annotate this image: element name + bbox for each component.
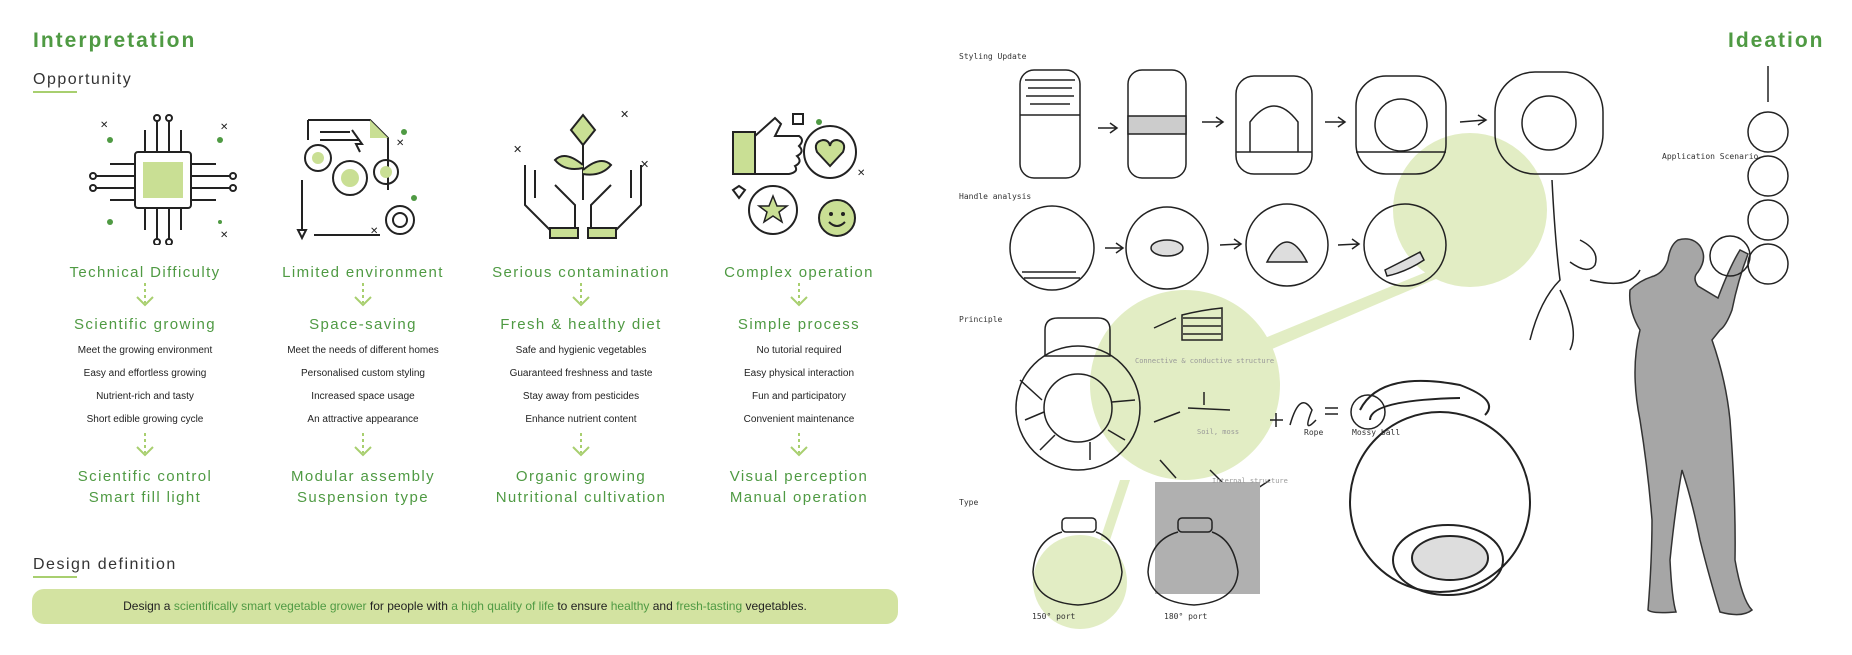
detail-item: Guaranteed freshness and taste <box>509 368 653 379</box>
definition-highlight: scientifically smart vegetable grower <box>173 599 367 613</box>
down-arrow-icon <box>572 433 590 457</box>
chip-icon: ✕ ✕ ✕ <box>89 114 237 245</box>
opportunity-underline <box>33 91 77 93</box>
rope-label: Rope <box>1304 428 1324 437</box>
hands-plant-icon: ✕ ✕ ✕ <box>513 110 649 239</box>
detail-item: Nutrient-rich and tasty <box>96 391 194 402</box>
detail-item: Meet the needs of different homes <box>287 345 439 356</box>
problem-label: Technical Difficulty <box>69 264 221 281</box>
definition-highlight: healthy <box>610 599 650 613</box>
detail-item: Convenient maintenance <box>743 414 855 425</box>
shadow-rect <box>1155 482 1260 594</box>
outcome-label-2: Smart fill light <box>88 489 202 506</box>
internal-structure-label: Internal structure <box>1212 477 1288 485</box>
down-arrow-icon <box>790 283 808 307</box>
outcome-label-1: Visual perception <box>729 468 869 485</box>
svg-text:✕: ✕ <box>640 159 649 171</box>
svg-text:✕: ✕ <box>220 230 228 241</box>
thumbs-up-feedback-icon: ✕ <box>731 113 865 237</box>
connective-structure-label: Connective & conductive structure <box>1135 357 1275 365</box>
highlight-blob <box>1033 535 1127 629</box>
svg-text:✕: ✕ <box>857 168 865 179</box>
down-arrow-icon <box>136 433 154 457</box>
highlight-blob <box>1090 290 1280 480</box>
definition-highlight: a high quality of life <box>451 599 555 613</box>
design-definition-underline <box>33 576 77 578</box>
down-arrow-icon <box>136 283 154 307</box>
ideation-title: Ideation <box>1728 29 1825 52</box>
outcome-label-1: Modular assembly <box>290 468 436 485</box>
detail-item: Stay away from pesticides <box>522 391 640 402</box>
down-arrow-icon <box>354 433 372 457</box>
definition-text: vegetables. <box>742 599 807 613</box>
svg-text:✕: ✕ <box>396 138 404 149</box>
styling-update-label: Styling Update <box>959 52 1027 61</box>
detail-item: Meet the growing environment <box>77 345 213 356</box>
principle-label: Principle <box>959 315 1003 324</box>
outcome-label-2: Suspension type <box>297 489 429 506</box>
detail-item: Safe and hygienic vegetables <box>515 345 647 356</box>
down-arrow-icon <box>354 283 372 307</box>
outcome-label-1: Organic growing <box>515 468 647 485</box>
sphere-sketch <box>1349 379 1531 596</box>
detail-item: An attractive appearance <box>307 414 419 425</box>
detail-item: Easy physical interaction <box>743 368 855 379</box>
definition-text: and <box>649 599 677 613</box>
detail-item: Easy and effortless growing <box>83 368 207 379</box>
gears-document-icon: ✕✕ <box>296 119 417 241</box>
solution-label: Simple process <box>737 316 861 333</box>
design-definition-banner: Design a scientifically smart vegetable … <box>32 589 898 624</box>
svg-text:✕: ✕ <box>100 120 108 131</box>
ideation-sketch <box>1009 66 1789 629</box>
interpretation-title: Interpretation <box>33 29 197 52</box>
type-label: Type <box>959 498 979 507</box>
highlight-blob <box>1393 133 1547 287</box>
detail-item: Enhance nutrient content <box>525 414 637 425</box>
problem-label: Complex operation <box>724 264 874 281</box>
outcome-label-2: Manual operation <box>729 489 869 506</box>
solution-label: Fresh & healthy diet <box>500 316 662 333</box>
column-environment: Limited environment Space-saving Meet th… <box>258 264 468 508</box>
problem-label: Serious contamination <box>492 264 670 281</box>
solution-label: Space-saving <box>309 316 417 333</box>
port-150-label: 150° port <box>1032 612 1076 621</box>
down-arrow-icon <box>572 283 590 307</box>
soil-moss-label: Soil, moss <box>1197 428 1240 436</box>
solution-label: Scientific growing <box>74 316 216 333</box>
detail-item: No tutorial required <box>756 345 842 356</box>
column-contamination: Serious contamination Fresh & healthy di… <box>476 264 686 508</box>
svg-text:✕: ✕ <box>513 144 522 156</box>
hanging-balls-sketch <box>1709 66 1789 285</box>
definition-text: for people with <box>366 599 452 613</box>
svg-text:✕: ✕ <box>220 122 228 133</box>
hand-sketch <box>1529 179 1641 351</box>
design-definition-heading: Design definition <box>33 556 177 573</box>
definition-text: to ensure <box>554 599 611 613</box>
column-technical: Technical Difficulty Scientific growing … <box>40 264 250 508</box>
application-scenario-label: Application Scenario <box>1662 152 1759 161</box>
port-180-label: 180° port <box>1164 612 1208 621</box>
svg-text:✕: ✕ <box>370 226 378 237</box>
outcome-label-2: Nutritional cultivation <box>495 489 667 506</box>
person-silhouette <box>1628 238 1754 616</box>
handle-sketches <box>1009 203 1447 291</box>
styling-sketches <box>1019 69 1604 179</box>
mossy-ball-label: Mossy ball <box>1352 428 1401 437</box>
detail-item: Fun and participatory <box>752 391 846 402</box>
down-arrow-icon <box>790 433 808 457</box>
detail-item: Increased space usage <box>311 391 415 402</box>
definition-text: Design a <box>123 599 174 613</box>
definition-highlight: fresh-tasting <box>676 599 743 613</box>
problem-label: Limited environment <box>282 264 444 281</box>
svg-text:✕: ✕ <box>620 110 629 121</box>
detail-item: Personalised custom styling <box>301 368 425 379</box>
column-operation: Complex operation Simple process No tuto… <box>694 264 904 508</box>
detail-item: Short edible growing cycle <box>86 414 204 425</box>
type-sketch <box>1032 517 1239 606</box>
opportunity-heading: Opportunity <box>33 71 133 88</box>
outcome-label-1: Scientific control <box>77 468 213 485</box>
handle-analysis-label: Handle analysis <box>959 192 1032 201</box>
